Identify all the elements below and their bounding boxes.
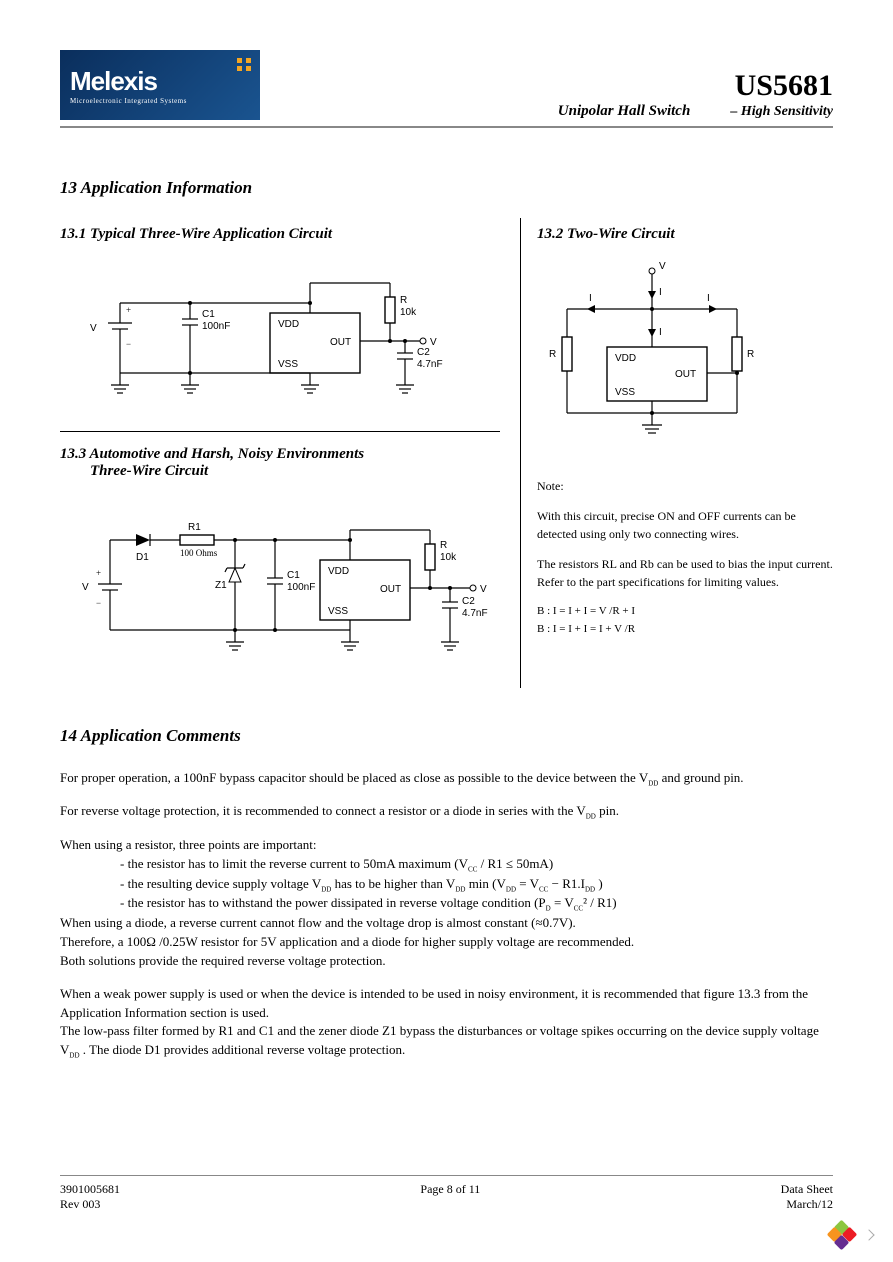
svg-text:OUT: OUT (675, 369, 696, 380)
product-feature: – High Sensitivity (730, 104, 833, 120)
circuit-13-1: 13.1 Typical Three-Wire Application Circ… (60, 226, 500, 423)
svg-text:I: I (589, 293, 592, 304)
svg-text:VDD: VDD (615, 353, 636, 364)
svg-text:100nF: 100nF (287, 582, 315, 593)
subsection-13-2-title: 13.2 Two-Wire Circuit (537, 226, 833, 243)
svg-text:10k: 10k (400, 307, 417, 318)
s14-li3: - the resistor has to withstand the powe… (60, 894, 833, 914)
svg-text:I: I (659, 287, 662, 298)
section-13-title: 13 Application Information (60, 178, 833, 198)
svg-text:I: I (707, 293, 710, 304)
s14-li2: - the resulting device supply voltage VD… (60, 875, 833, 895)
section-14-title: 14 Application Comments (60, 724, 833, 749)
circuits-layout: 13.1 Typical Three-Wire Application Circ… (60, 218, 833, 688)
circuit-divider (60, 431, 500, 432)
svg-text:D1: D1 (136, 552, 149, 563)
equation-1: B : I = I + I = V /R + I (537, 603, 833, 621)
svg-text:−: − (96, 598, 101, 608)
circuit-13-1-svg: V + − C1 100nF VDD OUT VSS (60, 253, 460, 423)
svg-text:V: V (480, 584, 487, 595)
company-logo: Melexis Microelectronic Integrated Syste… (60, 50, 260, 120)
footer-left: 3901005681 Rev 003 (60, 1182, 120, 1212)
section-14: 14 Application Comments For proper opera… (60, 724, 833, 1061)
svg-text:R: R (549, 349, 556, 360)
s14-li1: - the resistor has to limit the reverse … (60, 855, 833, 875)
s14-p5: Therefore, a 100Ω /0.25W resistor for 5V… (60, 933, 833, 952)
svg-text:I: I (659, 327, 662, 338)
product-category: Unipolar Hall Switch (558, 103, 691, 120)
two-wire-notes: Note: With this circuit, precise ON and … (537, 477, 833, 638)
svg-text:VDD: VDD (278, 319, 299, 330)
s14-p3: When using a resistor, three points are … (60, 836, 833, 855)
svg-text:C2: C2 (417, 347, 430, 358)
subsection-13-1-title: 13.1 Typical Three-Wire Application Circ… (60, 226, 500, 243)
svg-text:4.7nF: 4.7nF (417, 359, 443, 370)
logo-text: Melexis (70, 66, 250, 97)
subsection-13-3-title: 13.3 Automotive and Harsh, Noisy Environ… (60, 446, 500, 480)
footer-center: Page 8 of 11 (420, 1182, 480, 1212)
next-page-icon[interactable] (863, 1229, 874, 1240)
s14-p8: The low-pass filter formed by R1 and C1 … (60, 1022, 833, 1061)
svg-text:OUT: OUT (330, 337, 351, 348)
svg-text:V: V (659, 261, 666, 272)
svg-text:R: R (747, 349, 754, 360)
svg-text:C1: C1 (202, 309, 215, 320)
note-label: Note: (537, 477, 833, 495)
header-rule (60, 126, 833, 128)
s14-p6: Both solutions provide the required reve… (60, 952, 833, 971)
svg-text:−: − (126, 339, 131, 349)
svg-text:100 Ohms: 100 Ohms (180, 548, 218, 558)
svg-text:VSS: VSS (615, 387, 635, 398)
svg-text:+: + (126, 305, 131, 315)
svg-text:100nF: 100nF (202, 321, 230, 332)
svg-text:R: R (400, 295, 407, 306)
svg-text:+: + (96, 568, 101, 578)
svg-text:V: V (82, 582, 89, 593)
circuit-13-3: 13.3 Automotive and Harsh, Noisy Environ… (60, 446, 500, 680)
s14-p2: For reverse voltage protection, it is re… (60, 802, 833, 822)
svg-text:4.7nF: 4.7nF (462, 608, 488, 619)
viewer-pager[interactable] (829, 1222, 873, 1248)
svg-text:R1: R1 (188, 522, 201, 533)
svg-text:C1: C1 (287, 570, 300, 581)
note-p2: The resistors RL and Rb can be used to b… (537, 555, 833, 591)
s14-p1: For proper operation, a 100nF bypass cap… (60, 769, 833, 789)
svg-text:V: V (430, 337, 437, 348)
svg-text:R: R (440, 540, 447, 551)
title-block: US5681 Unipolar Hall Switch – High Sensi… (558, 69, 833, 120)
svg-text:OUT: OUT (380, 584, 401, 595)
viewer-logo-icon (829, 1222, 855, 1248)
svg-text:VDD: VDD (328, 566, 349, 577)
s14-p7: When a weak power supply is used or when… (60, 985, 833, 1023)
page-footer: 3901005681 Rev 003 Page 8 of 11 Data She… (60, 1175, 833, 1212)
logo-tagline: Microelectronic Integrated Systems (70, 97, 250, 105)
svg-text:VSS: VSS (278, 359, 298, 370)
note-p1: With this circuit, precise ON and OFF cu… (537, 507, 833, 543)
svg-text:VSS: VSS (328, 606, 348, 617)
svg-text:Z1: Z1 (215, 580, 227, 591)
svg-text:10k: 10k (440, 552, 457, 563)
svg-text:V: V (90, 323, 97, 334)
page-header: Melexis Microelectronic Integrated Syste… (60, 50, 833, 120)
s14-p4: When using a diode, a reverse current ca… (60, 914, 833, 933)
circuit-13-2-svg: V I I I R R I VDD O (537, 253, 767, 463)
part-number: US5681 (558, 69, 833, 103)
svg-text:C2: C2 (462, 596, 475, 607)
footer-right: Data Sheet March/12 (781, 1182, 833, 1212)
equation-2: B : I = I + I = I + V /R (537, 621, 833, 639)
circuit-13-3-svg: V + − D1 R1 100 Ohms (60, 490, 500, 680)
